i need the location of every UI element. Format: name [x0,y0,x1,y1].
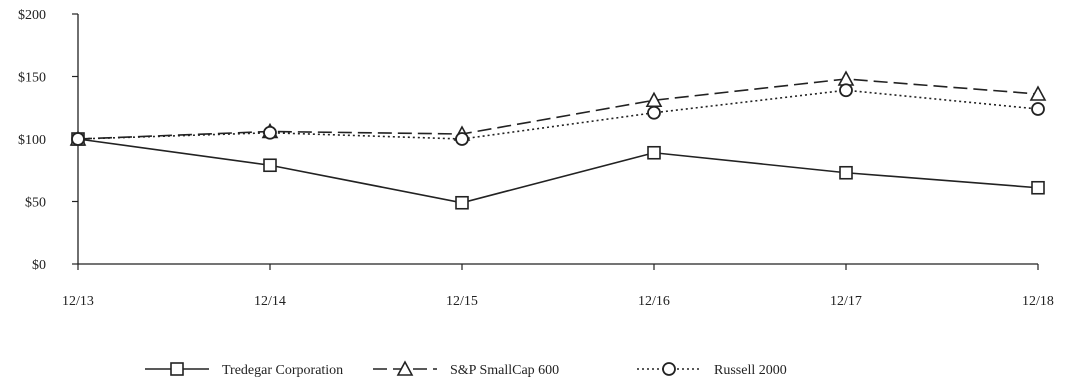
legend-marker-russell-2000 [663,363,675,375]
legend-label-russell-2000: Russell 2000 [714,363,787,378]
x-axis-ticks: 12/13 12/14 12/15 12/16 12/17 12/18 [62,264,1054,309]
y-axis-ticks: $0 $50 $100 $150 $200 [18,8,78,273]
y-tick-label: $50 [25,196,46,211]
data-point-sp-smallcap-600 [839,72,853,85]
series-line-sp-smallcap-600 [78,79,1038,139]
x-tick-label: 12/18 [1022,294,1054,309]
legend-marker-tredegar [171,363,183,375]
x-tick-label: 12/14 [254,294,286,309]
data-point-sp-smallcap-600 [1031,87,1045,100]
chart-axes [78,14,1038,264]
chart-series [71,72,1045,209]
data-point-russell-2000 [840,84,852,96]
data-point-tredegar [264,159,276,171]
x-tick-label: 12/13 [62,294,94,309]
legend-label-tredegar: Tredegar Corporation [222,363,343,378]
data-point-tredegar [840,167,852,179]
legend-label-sp-smallcap-600: S&P SmallCap 600 [450,363,559,378]
series-line-russell-2000 [78,90,1038,139]
y-tick-label: $0 [32,258,46,273]
data-point-russell-2000 [456,133,468,145]
data-point-tredegar [456,197,468,209]
data-point-russell-2000 [648,107,660,119]
data-point-russell-2000 [72,133,84,145]
y-tick-label: $200 [18,8,46,23]
x-tick-label: 12/15 [446,294,478,309]
x-tick-label: 12/16 [638,294,670,309]
chart-legend: Tredegar Corporation S&P SmallCap 600 Russ… [145,362,787,378]
x-tick-label: 12/17 [830,294,862,309]
y-tick-label: $150 [18,71,46,86]
data-point-russell-2000 [264,127,276,139]
data-point-tredegar [648,147,660,159]
data-point-russell-2000 [1032,103,1044,115]
data-point-tredegar [1032,182,1044,194]
series-line-tredegar [78,139,1038,203]
y-tick-label: $100 [18,133,46,148]
